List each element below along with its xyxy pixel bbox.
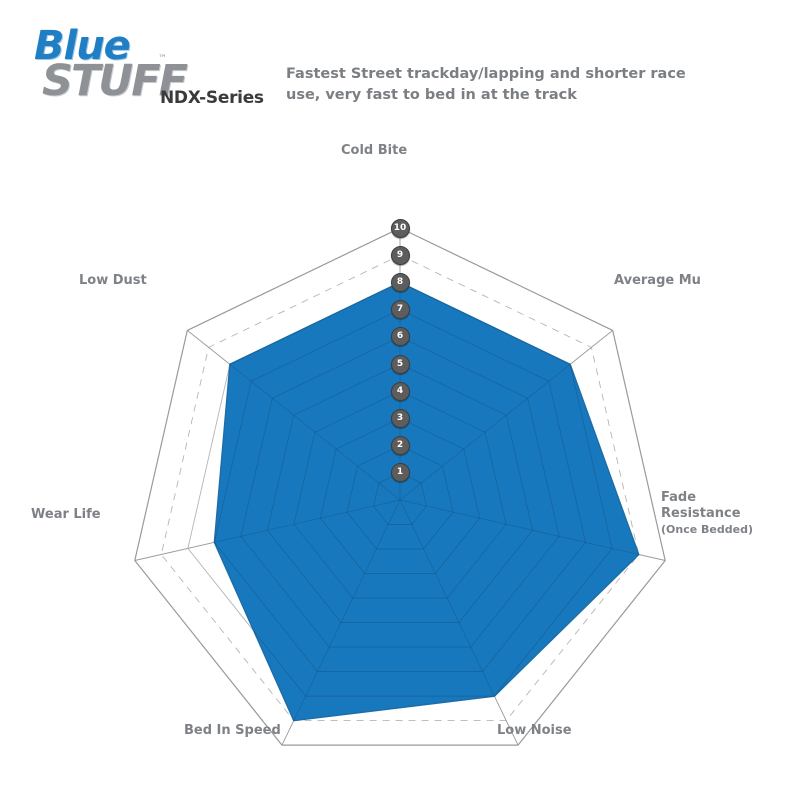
tick-badge-1: 1 — [390, 463, 410, 483]
axis-label-low-dust: Low Dust — [79, 273, 147, 288]
brand-logo: STUFF Blue ™ — [34, 23, 188, 111]
tagline-text: Fastest Street trackday/lapping and shor… — [286, 66, 686, 103]
radar-spoke-overlay-2 — [399, 499, 639, 561]
tick-badge-6: 6 — [390, 327, 410, 347]
radar-grid-overlay-6 — [240, 336, 560, 648]
radar-grid-overlay-5 — [267, 363, 533, 623]
radar-grid-overlay-4 — [293, 390, 507, 599]
axis-label-bed-in-speed: Bed In Speed — [184, 723, 281, 738]
axis-label-average-mu: Average Mu — [614, 273, 701, 288]
trademark-icon: ™ — [158, 54, 167, 64]
radar-spoke-overlay-4 — [281, 499, 401, 721]
header: STUFF Blue ™ NDX-Series Fastest Street t… — [0, 0, 800, 135]
tick-badge-8: 8 — [390, 272, 410, 292]
logo-secondary-text: STUFF — [42, 56, 188, 106]
radar-chart-svg — [134, 227, 666, 746]
axis-label-fade-line2: Resistance — [661, 506, 741, 521]
radar-grid-overlay-7 — [214, 309, 586, 672]
series-name: NDX-Series — [160, 88, 264, 108]
axis-label-cold-bite: Cold Bite — [341, 143, 408, 158]
tick-badge-7: 7 — [390, 300, 410, 320]
logo-primary-text: Blue — [34, 23, 131, 69]
axis-label-low-noise: Low Noise — [497, 723, 572, 738]
radar-chart: Cold Bite Average Mu Fade Resistance (On… — [0, 130, 800, 797]
series-polygon-ndx[interactable] — [213, 281, 640, 722]
axis-label-fade-subtext: (Once Bedded) — [661, 523, 753, 536]
radar-grid-overlay-2 — [346, 445, 454, 550]
radar-grid-ring-9 — [160, 254, 640, 722]
tick-badge-2: 2 — [390, 436, 410, 456]
tick-badge-10: 10 — [390, 218, 410, 238]
radar-grid-ring-10 — [134, 227, 666, 746]
axis-label-wear-life: Wear Life — [31, 507, 101, 522]
axis-label-fade-line1: Fade — [661, 490, 697, 505]
radar-grid-overlay-1 — [373, 472, 427, 525]
tick-badge-4: 4 — [390, 381, 410, 401]
radar-grid-overlay-3 — [320, 418, 480, 574]
tick-badge-3: 3 — [390, 408, 410, 428]
radar-spoke-overlay-5 — [214, 499, 401, 561]
axis-label-fade-resistance: Fade Resistance (Once Bedded) — [661, 490, 753, 538]
tick-badge-9: 9 — [390, 245, 410, 265]
tick-badge-5: 5 — [390, 354, 410, 374]
